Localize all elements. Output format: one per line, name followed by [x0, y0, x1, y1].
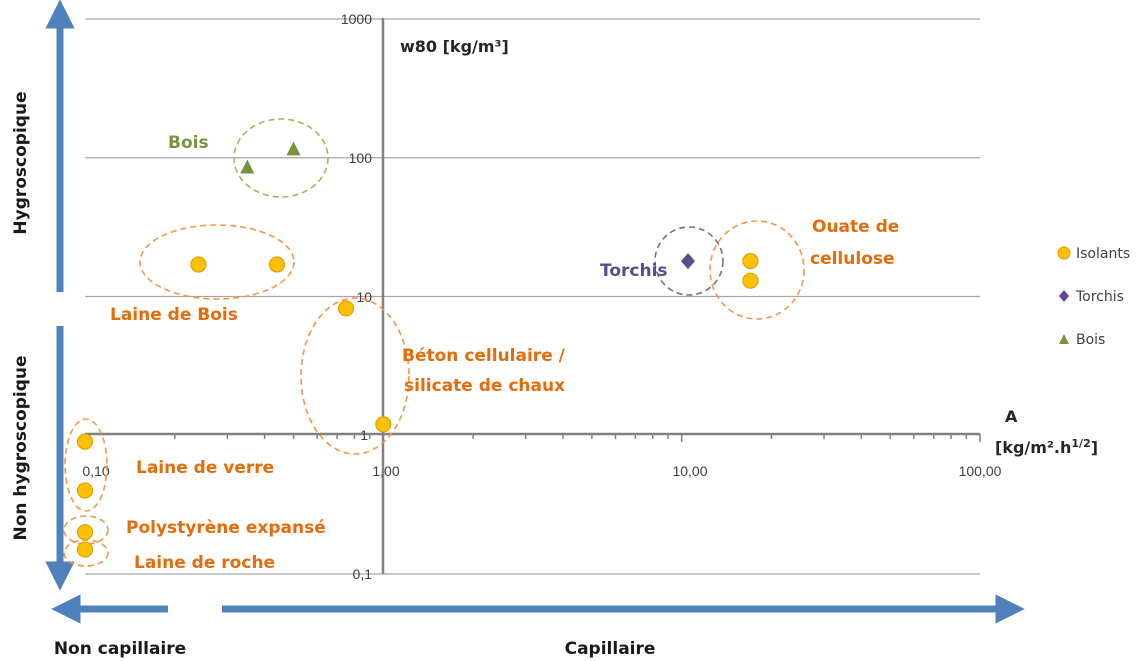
non-hygroscopique-label: Non hygroscopique [11, 355, 31, 540]
x-tick-marks [84, 434, 981, 442]
group-ellipses [63, 118, 805, 567]
point-isolants [76, 482, 94, 499]
ellipse-ouate [709, 220, 805, 320]
x-tick-label: 1,00 [372, 463, 399, 479]
gridlines [85, 18, 980, 575]
annotation-torchis: Torchis [600, 261, 668, 281]
legend-marker-bois [1059, 334, 1069, 344]
legend-marker-isolants [1057, 246, 1071, 260]
point-isolants [76, 524, 94, 541]
legend: Isolants Torchis Bois [1057, 246, 1130, 348]
point-isolants [190, 256, 207, 273]
data-points [76, 141, 759, 558]
legend-label-isolants: Isolants [1076, 246, 1130, 262]
hygroscopique-label: Hygroscopique [11, 91, 31, 234]
point-isolants [375, 416, 392, 433]
point-isolants [742, 252, 759, 270]
ellipse-laine-de-bois [139, 224, 295, 300]
annotation-laine-de-verre: Laine de verre [136, 458, 274, 478]
y-tick-label: 1 [360, 427, 368, 443]
y-axis-title: w80 [kg/m³] [400, 37, 509, 56]
y-tick-label: 100 [349, 150, 373, 166]
ellipse-laine-de-verre [64, 418, 108, 512]
ellipse-bois [233, 118, 329, 198]
x-tick-labels: 0,10 1,00 10,00 100,00 [82, 463, 1001, 479]
group-annotations: Bois Laine de Bois Torchis Ouate de cell… [110, 133, 899, 573]
annotation-bois: Bois [168, 133, 209, 153]
x-axis-title-line2: [kg/m².h1/2] [995, 437, 1098, 457]
point-isolants [76, 541, 94, 558]
legend-label-torchis: Torchis [1075, 289, 1124, 305]
ellipse-torchis [654, 226, 724, 296]
annotation-laine-de-bois: Laine de Bois [110, 305, 238, 325]
x-tick-label: 10,00 [672, 463, 707, 479]
point-isolants [268, 256, 286, 273]
ellipse-beton [300, 297, 410, 455]
x-tick-label: 0,10 [82, 463, 109, 479]
ellipse-polystyrene [63, 515, 109, 545]
direction-arrows [45, 0, 1025, 624]
point-isolants [76, 433, 94, 450]
x-axis-title-line1: A [1005, 407, 1018, 426]
legend-label-bois: Bois [1076, 332, 1105, 348]
x-tick-label: 100,00 [959, 463, 1002, 479]
annotation-ouate-line1: Ouate de [812, 217, 899, 237]
x-axis-title: A [kg/m².h1/2] [995, 407, 1098, 457]
annotation-polystyrene: Polystyrène expansé [126, 518, 326, 538]
point-bois [286, 141, 301, 156]
capillaire-label: Capillaire [565, 639, 656, 659]
point-isolants [742, 272, 759, 289]
y-tick-label: 10 [356, 289, 372, 305]
annotation-beton-line1: Béton cellulaire / [402, 346, 566, 366]
point-bois [240, 159, 255, 174]
annotation-ouate-line2: cellulose [810, 249, 895, 269]
legend-marker-torchis [1059, 290, 1069, 302]
y-tick-label: 0,1 [353, 566, 373, 582]
non-capillaire-label: Non capillaire [54, 639, 186, 659]
annotation-laine-de-roche: Laine de roche [134, 553, 275, 573]
annotation-beton-line2: silicate de chaux [404, 376, 565, 396]
point-torchis [680, 253, 695, 270]
y-tick-label: 1000 [341, 11, 372, 27]
point-isolants [337, 300, 355, 317]
y-tick-labels: 1000 100 10 1 0,1 [341, 11, 372, 582]
